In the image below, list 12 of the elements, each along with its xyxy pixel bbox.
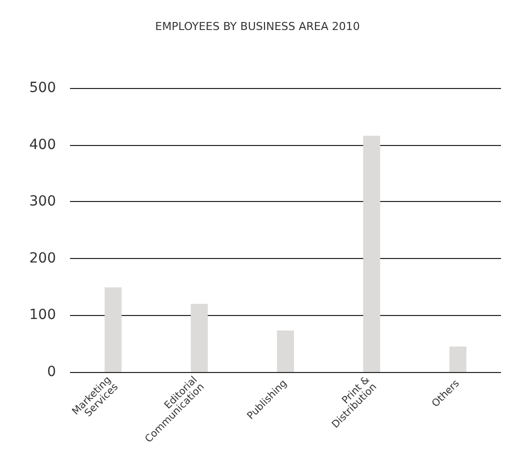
bar xyxy=(104,287,122,372)
y-tick-label: 400 xyxy=(29,136,56,153)
bar xyxy=(190,304,208,372)
y-tick-label: 0 xyxy=(47,364,56,380)
bar xyxy=(363,136,380,372)
y-tick-label: 100 xyxy=(29,307,56,324)
bar xyxy=(449,346,466,372)
y-tick-label: 500 xyxy=(29,80,56,96)
bar xyxy=(277,330,294,372)
chart-title: EMPLOYEES BY BUSINESS AREA 2010 xyxy=(155,20,360,33)
y-tick-label: 200 xyxy=(29,250,56,266)
y-tick-label: 300 xyxy=(29,194,56,210)
